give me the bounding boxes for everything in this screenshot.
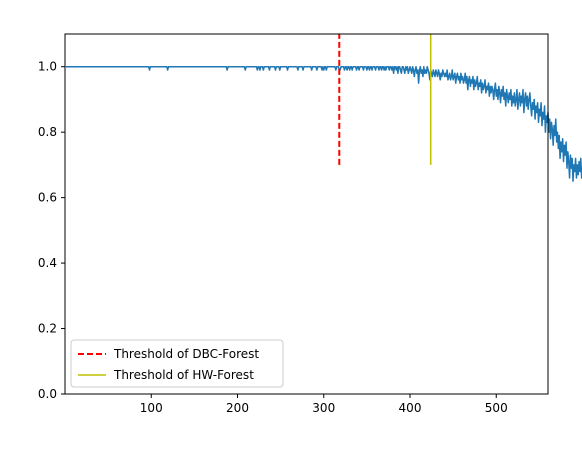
y-tick-label: 0.6 xyxy=(38,191,57,205)
legend-label-hw-forest: Threshold of HW-Forest xyxy=(113,368,254,382)
x-tick-label: 500 xyxy=(485,401,508,415)
threshold-lines xyxy=(338,34,432,165)
x-tick-label: 300 xyxy=(312,401,335,415)
legend-box xyxy=(70,339,284,388)
y-tick-label: 1.0 xyxy=(38,60,57,74)
x-axis: 100 200 300 400 500 xyxy=(140,394,508,415)
y-tick-label: 0.2 xyxy=(38,322,57,336)
x-tick-label: 400 xyxy=(399,401,422,415)
legend-label-dbc-forest: Threshold of DBC-Forest xyxy=(113,347,259,361)
y-tick-label: 0.0 xyxy=(38,387,57,401)
series-line xyxy=(65,65,582,183)
x-tick-label: 100 xyxy=(140,401,163,415)
plot-frame xyxy=(64,33,549,395)
y-tick-label: 0.4 xyxy=(38,256,57,270)
y-tick-label: 0.8 xyxy=(38,125,57,139)
legend: Threshold of DBC-Forest Threshold of HW-… xyxy=(70,339,284,388)
series-layer xyxy=(65,65,582,183)
y-axis: 0.0 0.2 0.4 0.6 0.8 1.0 xyxy=(38,60,65,401)
x-tick-label: 200 xyxy=(226,401,249,415)
